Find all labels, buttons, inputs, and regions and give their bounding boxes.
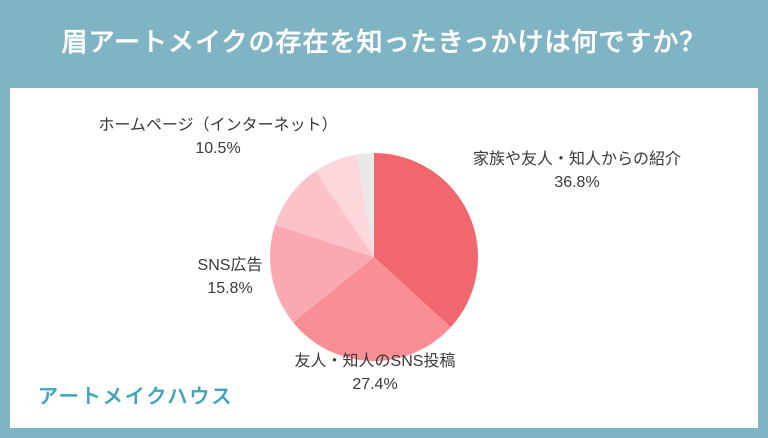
pie-slice-1 [293, 257, 451, 361]
pie-slice-0 [374, 153, 478, 328]
pie-slice-5 [357, 153, 374, 257]
pie-label-sns-post-text: 友人・知人のSNS投稿 [294, 353, 456, 370]
pie-label-family-text: 家族や友人・知人からの紹介 [472, 151, 681, 168]
pie-label-sns-ad-value: 15.8% [207, 280, 253, 298]
chart-card: ホームページ（インターネット） 10.5% 家族や友人・知人からの紹介 36.8… [10, 88, 758, 428]
page-title: 眉アートメイクの存在を知ったきっかけは何ですか？ [61, 27, 707, 57]
pie-label-sns-post: 友人・知人のSNS投稿 27.4% [263, 350, 487, 396]
pie-label-family-value: 36.8% [554, 174, 600, 192]
pie-label-homepage-value: 10.5% [195, 140, 241, 158]
pie-label-sns-ad: SNS広告 15.8% [160, 254, 300, 300]
pie-label-sns-ad-text: SNS広告 [197, 257, 263, 274]
brand-logo-text: アートメイクハウス [38, 386, 234, 408]
pie-slice-2 [269, 224, 374, 323]
pie-slice-4 [315, 154, 374, 257]
pie-slice-3 [275, 170, 374, 257]
pie-label-family: 家族や友人・知人からの紹介 36.8% [442, 148, 712, 194]
pie-label-homepage: ホームページ（インターネット） 10.5% [88, 114, 348, 160]
pie-label-homepage-text: ホームページ（インターネット） [98, 117, 338, 134]
pie-label-sns-post-value: 27.4% [352, 376, 398, 394]
pie-chart [269, 153, 478, 361]
